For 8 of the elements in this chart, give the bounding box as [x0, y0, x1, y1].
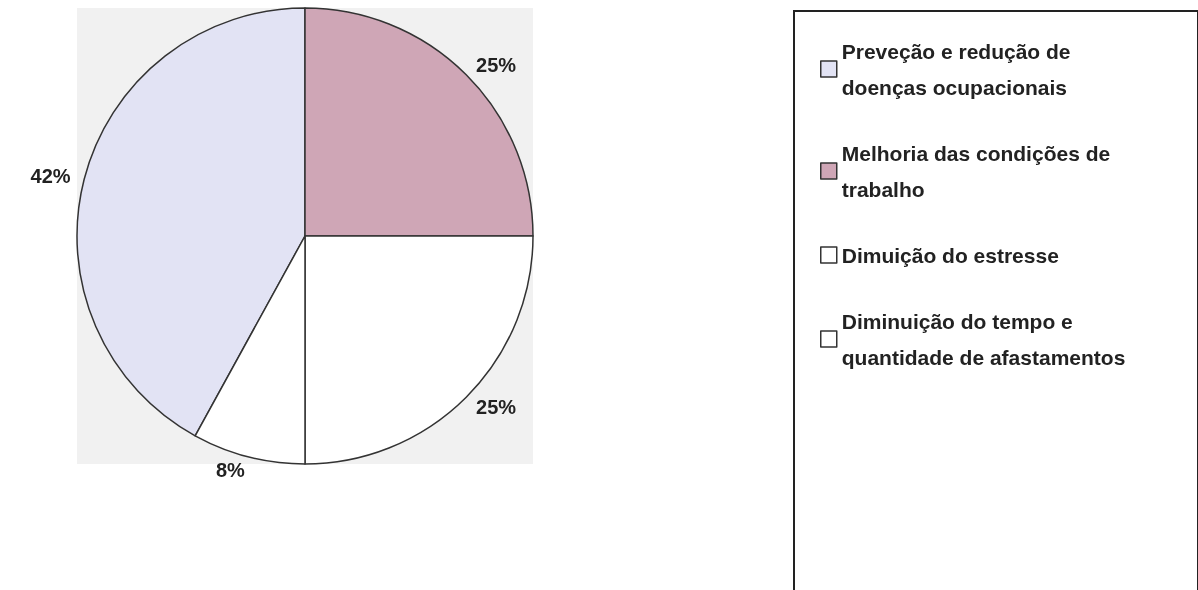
data-label: 42% [30, 164, 71, 187]
legend-label: Dimuição do estresse [841, 243, 1059, 267]
data-label: 25% [476, 396, 517, 419]
data-label: 25% [476, 53, 517, 76]
legend-label: Melhoria das condições de trabalho [841, 141, 1116, 201]
legend-label: Preveção e redução de doenças ocupacionais [841, 39, 1077, 99]
data-label: 8% [215, 459, 246, 482]
legend-label: Diminuição do tempo e quantidade de afastamentos [841, 309, 1126, 369]
